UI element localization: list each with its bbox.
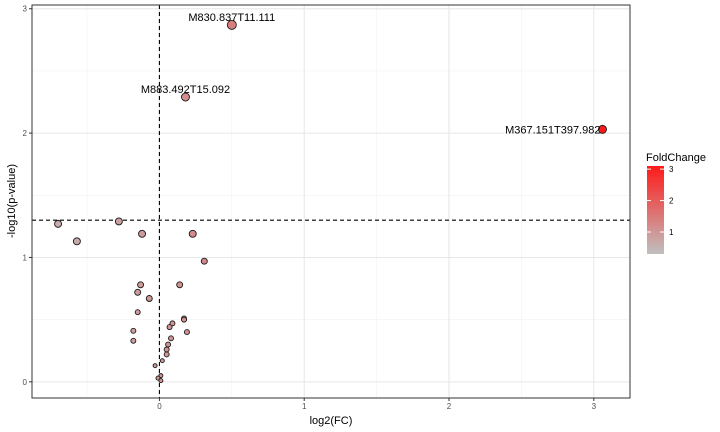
plot-panel: M830.837T11.111 M883.492T15.092 M367.151T3… <box>31 4 631 399</box>
data-point <box>226 19 237 30</box>
legend-ticks: 1 2 3 <box>647 165 674 237</box>
data-point <box>169 320 176 327</box>
y-tick-label: 3 <box>23 5 28 14</box>
data-point <box>145 295 153 302</box>
grid-lines <box>32 5 630 398</box>
point-label: M830.837T11.111 <box>188 12 275 24</box>
y-tick-label: 1 <box>23 253 28 262</box>
legend-title: FoldChange <box>646 152 706 164</box>
data-point <box>137 281 145 289</box>
y-axis-ticks: 0 1 2 3 <box>23 5 32 387</box>
data-point <box>114 217 123 226</box>
data-point <box>130 327 137 334</box>
data-point <box>188 229 197 238</box>
y-axis-label: -log10(p-value) <box>6 164 18 238</box>
data-point <box>598 124 607 134</box>
data-point <box>152 363 158 369</box>
data-point <box>166 324 173 331</box>
y-tick-label: 0 <box>23 378 28 387</box>
x-axis-label: log2(FC) <box>310 415 353 427</box>
data-point <box>183 329 190 336</box>
data-point <box>163 346 170 353</box>
point-label: M367.151T397.982 <box>505 124 600 136</box>
x-axis-ticks: 0 1 2 3 <box>157 398 597 411</box>
threshold-lines <box>32 5 630 398</box>
data-point <box>130 337 137 344</box>
data-point <box>181 92 190 102</box>
point-labels: M830.837T11.111 M883.492T15.092 M367.151T3… <box>141 12 601 136</box>
y-tick-label: 2 <box>23 129 28 138</box>
data-point <box>200 257 208 265</box>
data-point <box>158 378 164 384</box>
legend-colorbar <box>647 166 664 254</box>
data-point <box>181 316 187 323</box>
data-point <box>176 281 184 289</box>
panel-background <box>32 5 630 398</box>
data-point <box>72 237 81 246</box>
data-point <box>138 229 146 238</box>
x-tick-label: 1 <box>302 402 307 411</box>
data-point <box>165 341 172 348</box>
data-point <box>134 309 141 316</box>
x-tick-label: 2 <box>447 402 452 411</box>
data-point <box>54 219 63 228</box>
legend: FoldChange 1 2 3 <box>646 152 706 254</box>
data-point <box>134 288 142 296</box>
x-tick-label: 0 <box>157 402 162 411</box>
data-points <box>54 19 607 384</box>
panel-border <box>31 4 631 399</box>
legend-tick-label: 1 <box>669 228 674 237</box>
data-point <box>163 351 170 358</box>
point-label: M883.492T15.092 <box>141 84 230 96</box>
data-point <box>159 358 165 364</box>
legend-tick-label: 2 <box>669 197 674 206</box>
x-tick-label: 3 <box>592 402 597 411</box>
legend-tick-label: 3 <box>669 165 674 174</box>
data-point <box>168 335 174 342</box>
